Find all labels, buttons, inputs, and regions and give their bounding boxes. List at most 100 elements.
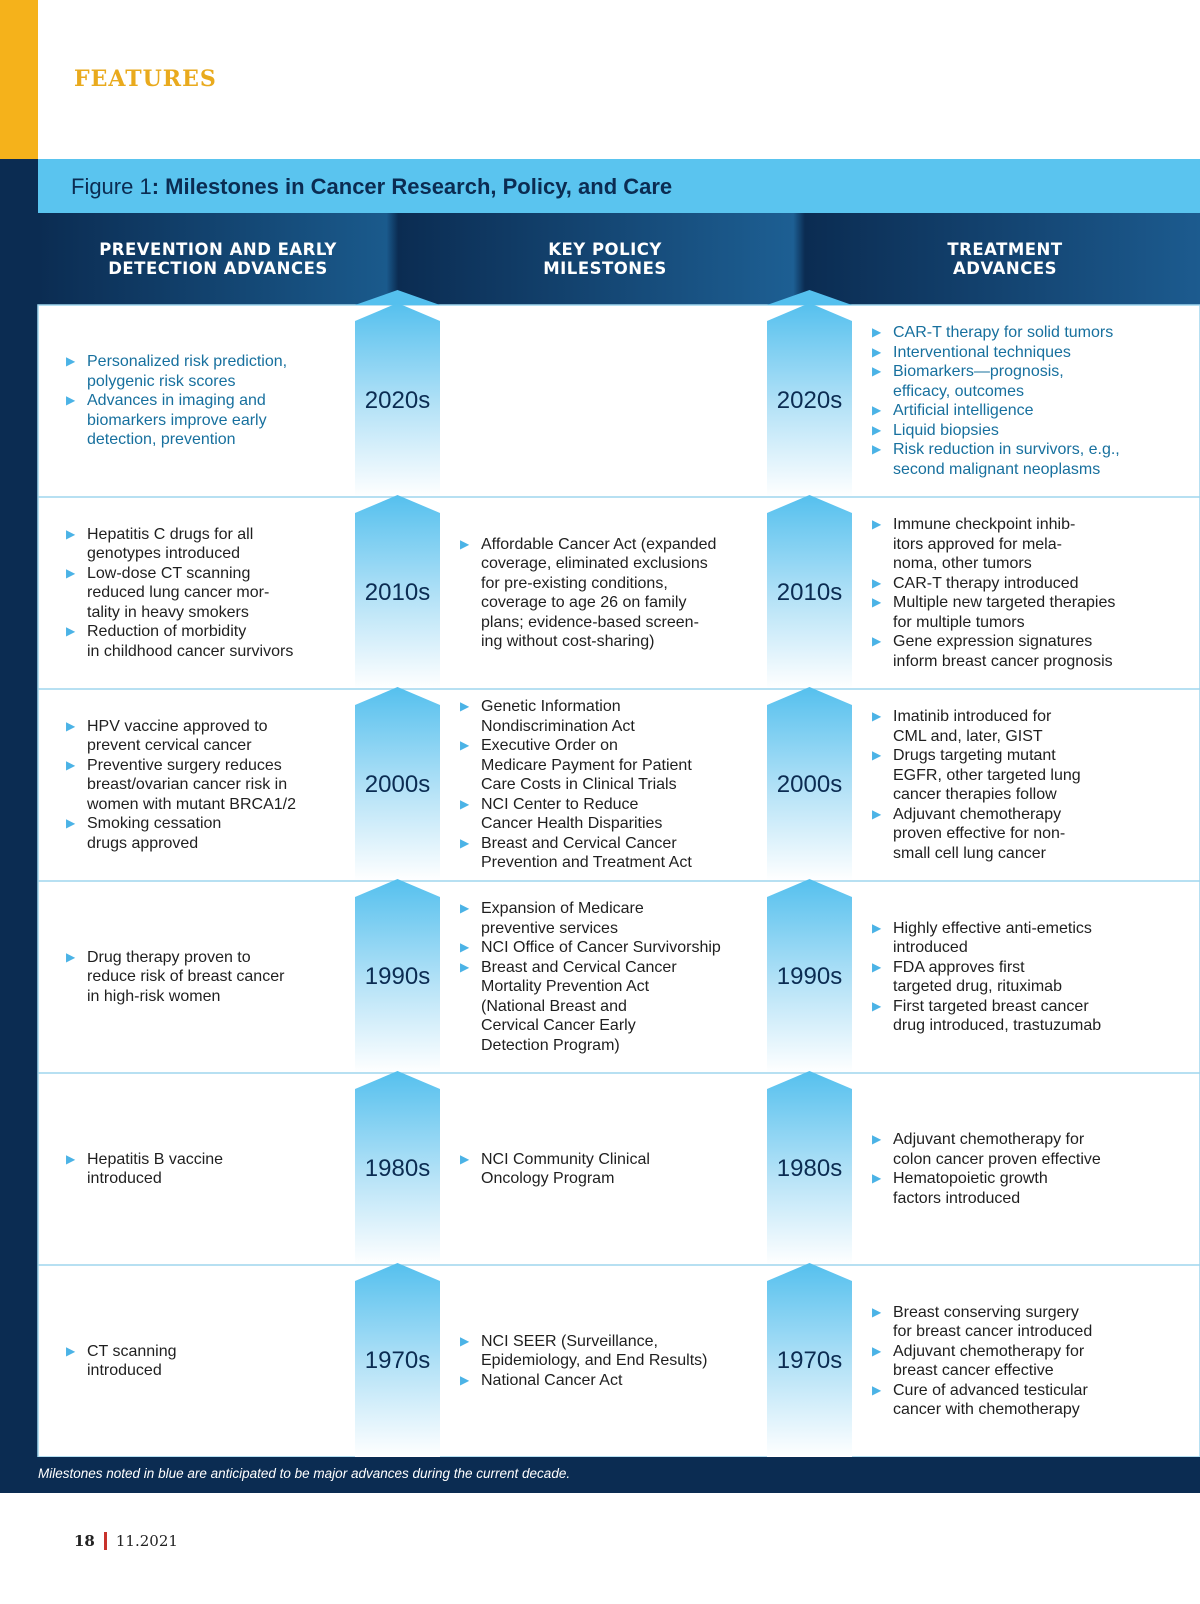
text-line: plans; evidence-based screen- <box>481 613 699 631</box>
milestone-text: Multiple new targeted therapies for multi… <box>893 593 1115 632</box>
milestone-text: Executive Order on Medicare Payment for P… <box>481 736 692 795</box>
bullet: ▶ <box>66 757 76 772</box>
prevention-cell: ▶ Personalized risk prediction, polygenic … <box>66 313 356 489</box>
text-line: Genetic Information <box>481 698 621 716</box>
milestone-text: Gene expression signatures inform breast … <box>893 632 1113 671</box>
milestone-text: Risk reduction in survivors, e.g., second… <box>893 440 1120 479</box>
milestone-item: ▶ Hepatitis C drugs for all genotypes intr… <box>66 525 356 564</box>
column-header: PREVENTION AND EARLY DETECTION ADVANCES <box>38 213 398 305</box>
milestone-item: ▶ Affordable Cancer Act (expanded coverage… <box>460 535 760 652</box>
milestone-item: ▶ National Cancer Act <box>460 1371 760 1391</box>
text-line: NCI SEER (Surveillance, <box>481 1332 658 1350</box>
text-line: Cervical Cancer Early <box>481 1017 636 1034</box>
text-line: colon cancer proven effective <box>893 1150 1101 1168</box>
text-line: second malignant neoplasms <box>893 460 1101 478</box>
prevention-cell: ▶ CT scanning introduced <box>66 1273 356 1449</box>
bullet: ▶ <box>872 575 882 590</box>
bullet: ▶ <box>872 403 882 417</box>
text-line: polygenic risk scores <box>87 372 236 390</box>
bullet: ▶ <box>460 536 470 551</box>
text-line: cancer with chemotherapy <box>893 1401 1080 1418</box>
text-line: Hepatitis B vaccine <box>87 1150 224 1168</box>
side-bar <box>0 159 38 1493</box>
milestone-item: ▶ Reduction of morbidity in childhood canc… <box>66 622 356 661</box>
bullet: ▶ <box>872 1343 882 1358</box>
bullet: ▶ <box>66 526 76 541</box>
header-line: TREATMENT <box>947 240 1063 259</box>
milestone-text: Breast conserving surgery for breast canc… <box>893 1303 1092 1342</box>
prevention-cell: ▶ Hepatitis B vaccine introduced <box>66 1081 356 1257</box>
text-line: National Cancer Act <box>481 1371 623 1389</box>
text-line: NCI Community Clinical <box>481 1150 650 1168</box>
bullet: ▶ <box>872 1304 882 1319</box>
text-line: NCI Office of Cancer Survivorship <box>481 939 721 956</box>
milestone-item: ▶ CAR-T therapy for solid tumors <box>872 323 1192 343</box>
text-line: coverage to age 26 on family <box>481 594 687 611</box>
text-line: First targeted breast cancer <box>893 997 1089 1015</box>
text-line: Hematopoietic growth <box>893 1170 1048 1187</box>
treatment-cell: ▶ CAR-T therapy for solid tumors ▶ Interven… <box>872 313 1192 489</box>
text-line: Low-dose CT scanning <box>87 564 251 582</box>
milestone-text: NCI Community Clinical Oncology Program <box>481 1150 650 1189</box>
text-line: Smoking cessation <box>87 815 222 833</box>
accent-bar <box>0 0 38 159</box>
milestone-text: Genetic Information Nondiscrimination Act <box>481 697 635 736</box>
milestone-text: Hepatitis B vaccine introduced <box>87 1150 223 1189</box>
bullet: ▶ <box>66 354 76 369</box>
milestone-item: ▶ HPV vaccine approved to prevent cervical… <box>66 717 356 756</box>
milestone-item: ▶ Hepatitis B vaccine introduced <box>66 1150 356 1189</box>
text-line: Breast and Cervical Cancer <box>481 834 677 852</box>
header-line: PREVENTION AND EARLY <box>99 240 337 259</box>
milestone-item: ▶ Breast and Cervical Cancer Mortality Pre… <box>460 958 760 1056</box>
text-line: CT scanning <box>87 1342 177 1360</box>
milestone-text: NCI Office of Cancer Survivorship <box>481 938 721 958</box>
timeline-segment <box>355 495 440 689</box>
header-line: KEY POLICY <box>548 240 662 259</box>
text-line: (National Breast and <box>481 997 627 1015</box>
milestone-text: CAR-T therapy introduced <box>893 574 1079 594</box>
text-line: HPV vaccine approved to <box>87 717 268 735</box>
milestone-item: ▶ Gene expression signatures inform breast… <box>872 632 1192 671</box>
text-line: Adjuvant chemotherapy for <box>893 1131 1085 1148</box>
decade-label: 2000s <box>364 771 431 798</box>
milestone-item: ▶ Adjuvant chemotherapy proven effective f… <box>872 805 1192 864</box>
title-band <box>38 159 1200 213</box>
text-line: women with mutant BRCA1/2 <box>87 795 296 813</box>
bullet: ▶ <box>872 422 882 437</box>
text-line: Detection Program) <box>481 1036 620 1054</box>
issue-date: 11.2021 <box>115 1532 178 1550</box>
bullet: ▶ <box>66 393 76 408</box>
bullet: ▶ <box>460 1333 470 1348</box>
bullet: ▶ <box>460 1372 470 1387</box>
milestone-item: ▶ CAR-T therapy introduced <box>872 574 1192 594</box>
milestone-item: ▶ NCI SEER (Surveillance, Epidemiology, an… <box>460 1332 760 1371</box>
decade-label: 1970s <box>364 1347 431 1374</box>
bullet: ▶ <box>872 1171 882 1185</box>
milestone-text: Advances in imaging and biomarkers improv… <box>87 391 267 450</box>
bullet: ▶ <box>872 1382 882 1397</box>
header-notch <box>767 290 852 305</box>
text-line: Advances in imaging and <box>87 392 266 410</box>
decade-label: 2010s <box>364 579 431 606</box>
milestone-text: Adjuvant chemotherapy for breast cancer e… <box>893 1342 1084 1381</box>
milestone-text: NCI Center to Reduce Cancer Health Dispar… <box>481 795 662 834</box>
milestone-item: ▶ NCI Community Clinical Oncology Program <box>460 1150 760 1189</box>
text-line: itors approved for mela- <box>893 535 1062 553</box>
text-line: small cell lung cancer <box>893 844 1046 862</box>
text-line: Cure of advanced testicular <box>893 1381 1088 1399</box>
text-line: Expansion of Medicare <box>481 900 644 917</box>
milestone-text: NCI SEER (Surveillance, Epidemiology, and… <box>481 1332 708 1371</box>
timeline-segment <box>767 1071 852 1265</box>
bullet: ▶ <box>460 699 470 714</box>
milestone-item: ▶ Breast conserving surgery for breast can… <box>872 1303 1192 1342</box>
treatment-cell: ▶ Breast conserving surgery for breast can… <box>872 1273 1192 1449</box>
column-header: KEY POLICY MILESTONES <box>400 213 810 305</box>
bullet: ▶ <box>460 940 470 954</box>
timeline-segment <box>767 687 852 881</box>
treatment-cell: ▶ Adjuvant chemotherapy for colon cancer p… <box>872 1081 1192 1257</box>
header-line: ADVANCES <box>953 259 1057 278</box>
text-line: Affordable Cancer Act (expanded <box>481 535 717 553</box>
milestone-item: ▶ Risk reduction in survivors, e.g., secon… <box>872 440 1192 479</box>
column-header: TREATMENT ADVANCES <box>810 213 1200 305</box>
